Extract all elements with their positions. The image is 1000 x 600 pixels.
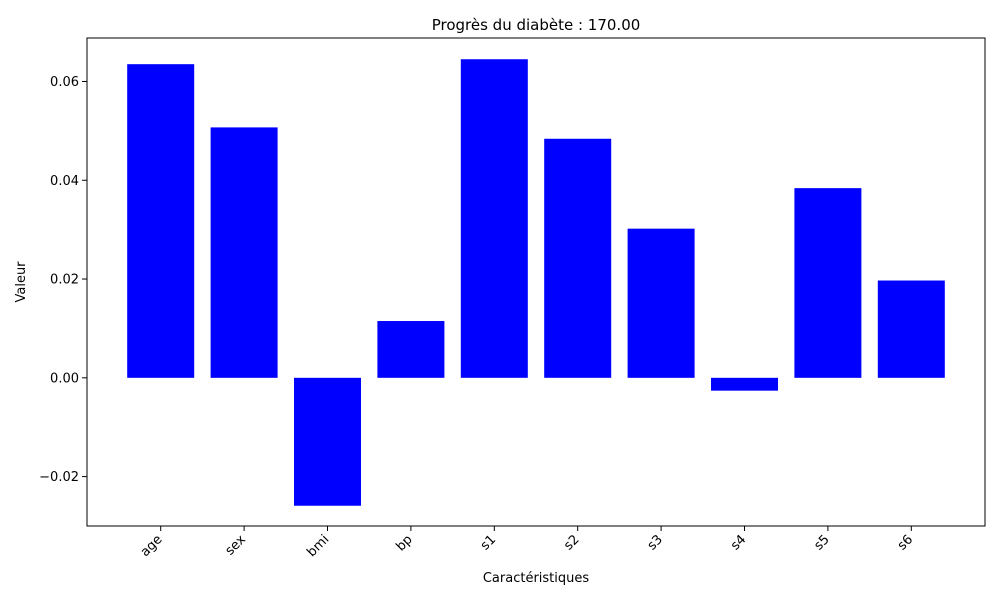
y-tick-label: 0.04 [50,174,79,189]
bars-group [127,59,945,506]
x-tick-label: s6 [895,532,916,553]
bar-age [127,64,195,378]
bar-s6 [877,280,945,378]
x-tick-label: bp [393,532,415,554]
plot-frame [86,37,986,527]
x-tick-label: s1 [478,532,499,553]
y-tick-label: 0.02 [50,273,79,288]
x-tick-label: s3 [645,532,666,553]
x-tick-label: s2 [561,532,582,553]
bar-s2 [544,138,612,378]
bar-s1 [460,59,528,378]
bar-s5 [794,188,862,378]
y-tick-label: 0.06 [50,75,79,90]
y-tick-label: 0.00 [50,371,79,386]
chart-title: Progrès du diabète : 170.00 [432,16,641,34]
x-axis-label: Caractéristiques [483,571,590,586]
x-tick-label: s5 [811,532,832,553]
x-tick-label: s4 [728,532,749,553]
y-axis-ticks: −0.02 0.00 0.02 0.04 0.06 [39,75,87,485]
bar-s3 [627,228,695,378]
x-tick-label: bmi [304,532,332,560]
x-tick-label: age [138,532,166,560]
x-axis-ticks: age sex bmi bp s1 s2 s3 s4 s5 s6 [138,526,916,560]
y-tick-label: −0.02 [39,470,79,485]
bar-sex [210,127,278,378]
y-axis-label: Valeur [14,261,29,303]
bar-bp [377,321,445,378]
x-tick-label: sex [223,532,250,559]
bar-bmi [294,377,361,506]
bar-s4 [711,377,778,391]
